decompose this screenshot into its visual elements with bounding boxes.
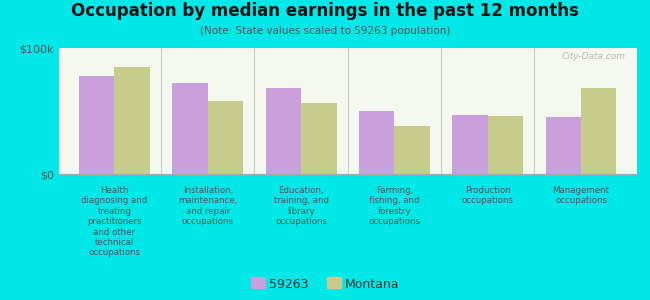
Bar bbox=[545, 117, 581, 174]
Bar bbox=[488, 116, 523, 174]
Text: Health
diagnosing and
treating
practitioners
and other
technical
occupations: Health diagnosing and treating practitio… bbox=[81, 186, 148, 257]
Legend: 59263, Montana: 59263, Montana bbox=[251, 278, 399, 291]
Text: Production
occupations: Production occupations bbox=[462, 186, 514, 206]
Bar bbox=[581, 88, 616, 174]
Bar bbox=[114, 67, 150, 174]
Bar bbox=[301, 103, 337, 174]
Bar bbox=[79, 76, 114, 174]
Bar bbox=[266, 88, 301, 174]
Bar bbox=[172, 83, 208, 174]
Text: Management
occupations: Management occupations bbox=[552, 186, 610, 206]
Text: City-Data.com: City-Data.com bbox=[562, 52, 625, 61]
Bar bbox=[395, 126, 430, 174]
Bar bbox=[359, 111, 395, 174]
Bar bbox=[452, 115, 488, 174]
Bar bbox=[208, 101, 243, 174]
Text: Installation,
maintenance,
and repair
occupations: Installation, maintenance, and repair oc… bbox=[178, 186, 237, 226]
Text: Occupation by median earnings in the past 12 months: Occupation by median earnings in the pas… bbox=[71, 2, 579, 20]
Text: (Note: State values scaled to 59263 population): (Note: State values scaled to 59263 popu… bbox=[200, 26, 450, 35]
Text: Education,
training, and
library
occupations: Education, training, and library occupat… bbox=[274, 186, 329, 226]
Text: Farming,
fishing, and
forestry
occupations: Farming, fishing, and forestry occupatio… bbox=[369, 186, 421, 226]
